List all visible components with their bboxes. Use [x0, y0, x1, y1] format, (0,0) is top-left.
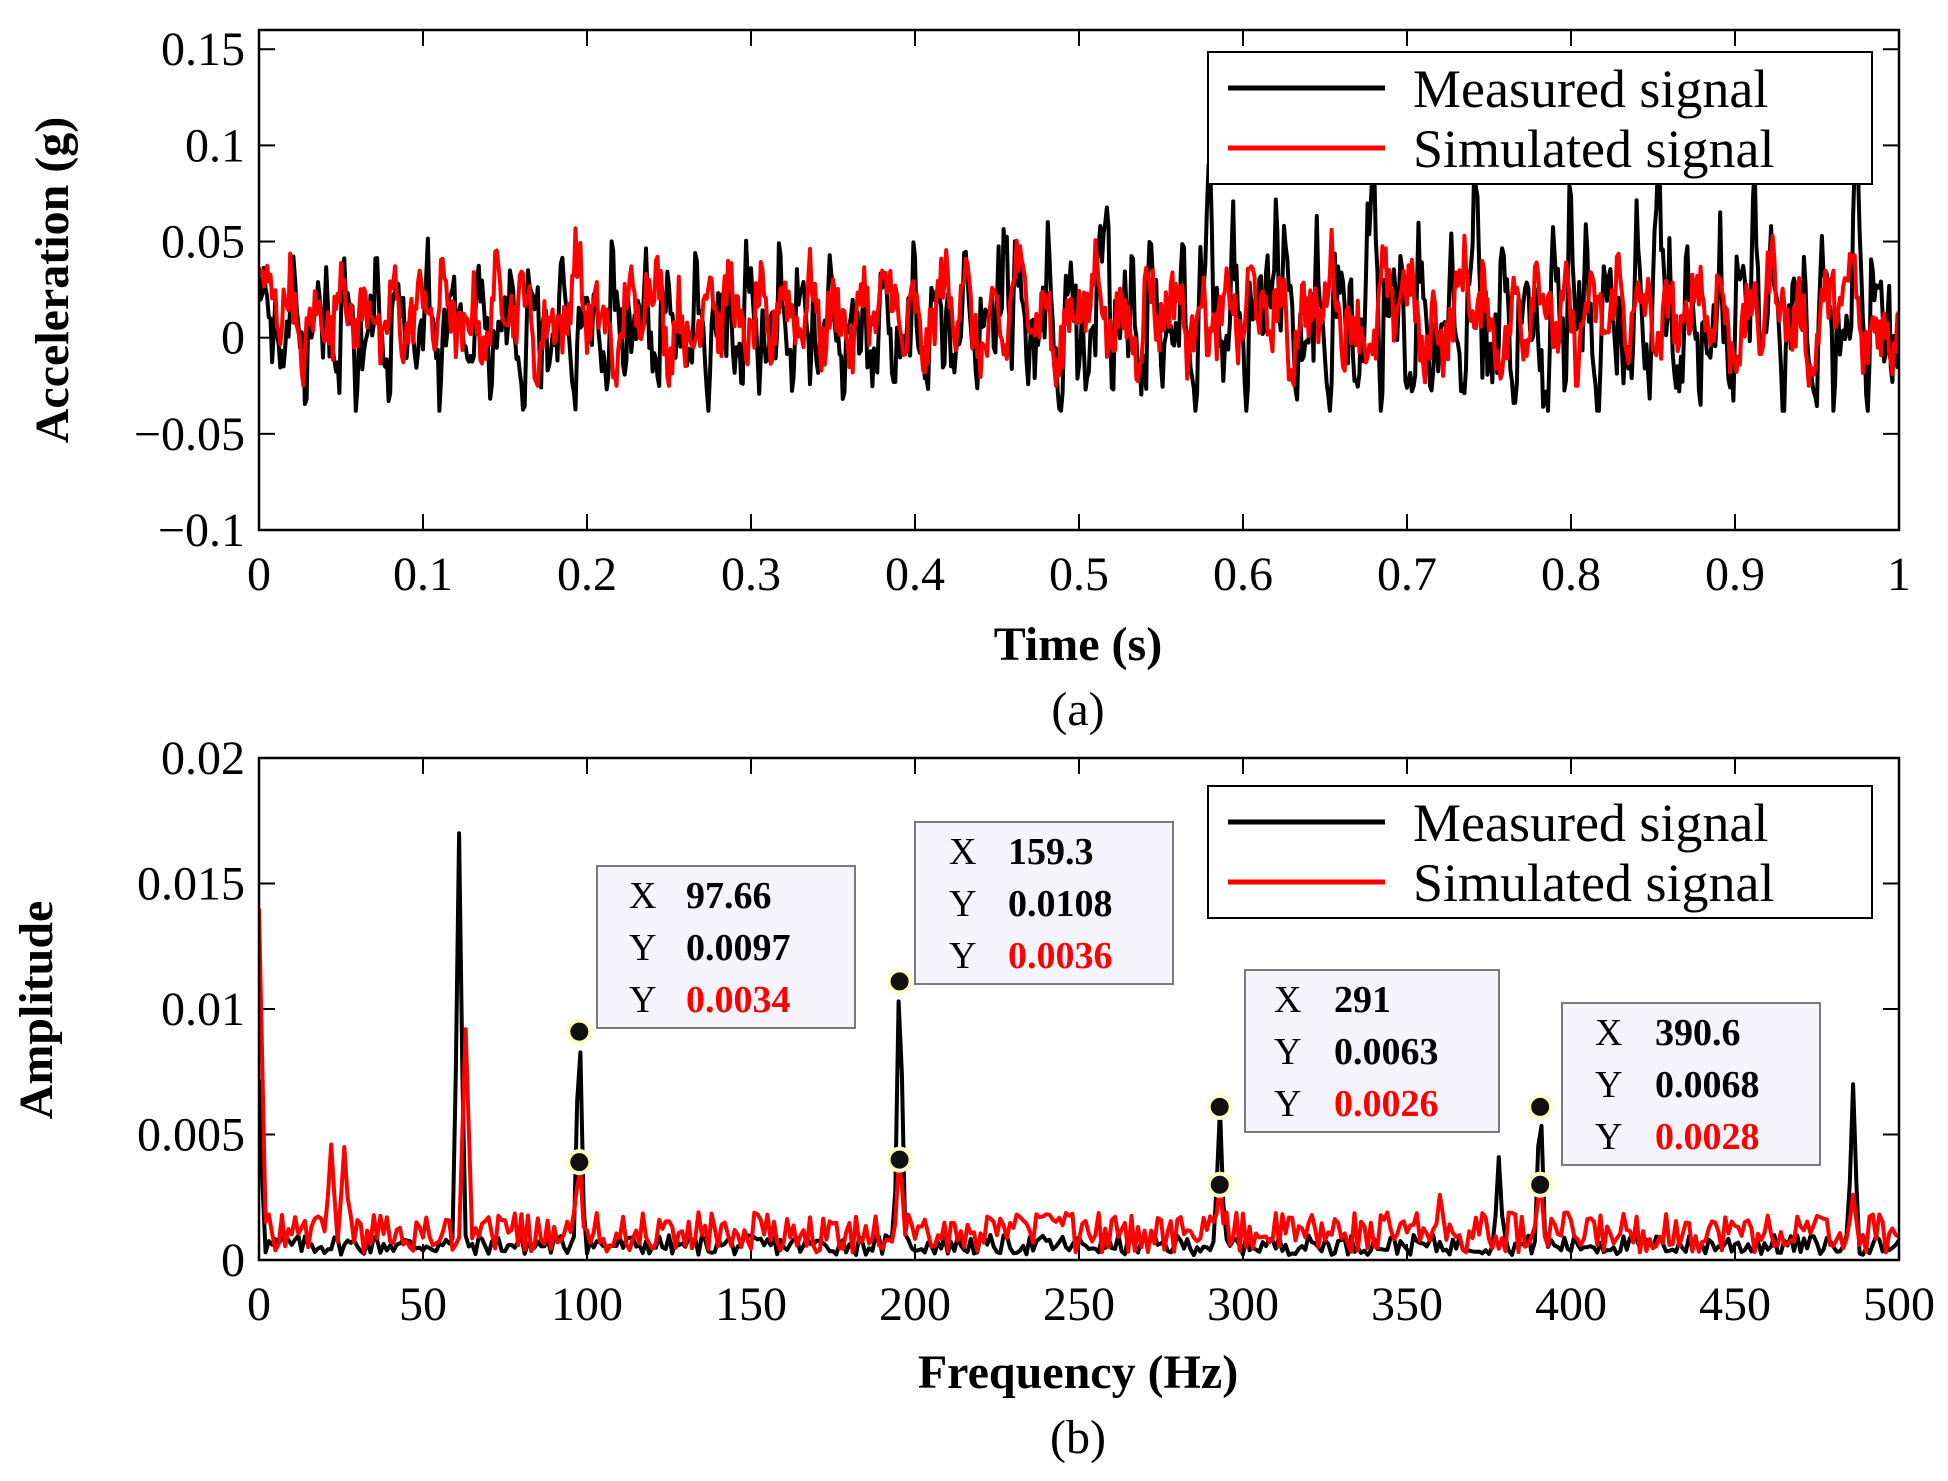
datatip-box [914, 821, 1174, 985]
datatip-box [596, 865, 856, 1029]
datatip-x-key: X [1595, 1012, 1622, 1054]
time-legend: Measured signal Simulated signal [1207, 51, 1873, 185]
datatip-marker[interactable] [566, 1018, 593, 1045]
legend-simulated-label: Simulated signal [1413, 853, 1774, 913]
datatip-y1-value: 0.0108 [1008, 883, 1113, 925]
panel-b-caption: (b) [1050, 1411, 1106, 1464]
frequency-domain-panel: 0 0.005 0.01 0.015 0.02 0 50 100 150 200 250 300 35… [10, 732, 1935, 1464]
frequency-xtick-label: 400 [1535, 1278, 1607, 1331]
datatip-3: X 291 Y 0.0063 Y 0.0026 [1244, 969, 1500, 1133]
datatip-y2-key: Y [949, 935, 976, 977]
frequency-xtick-label: 100 [551, 1278, 623, 1331]
time-xlabel: Time (s) [994, 618, 1162, 671]
datatip-marker[interactable] [886, 968, 913, 995]
frequency-xtick-label: 150 [715, 1278, 787, 1331]
datatip-y1-key: Y [629, 927, 656, 969]
frequency-xtick-label: 250 [1043, 1278, 1115, 1331]
datatip-y2-value: 0.0026 [1334, 1083, 1439, 1125]
datatip-y1-key: Y [1274, 1031, 1301, 1073]
datatip-x-value: 97.66 [686, 875, 772, 917]
frequency-xtick-label: 50 [399, 1278, 447, 1331]
datatip-marker[interactable] [1206, 1171, 1233, 1198]
time-xtick-label: 0.7 [1377, 548, 1437, 601]
frequency-plot-frame [257, 756, 1901, 1262]
datatip-marker[interactable] [566, 1149, 593, 1176]
frequency-ytick-label: 0 [221, 1234, 245, 1287]
datatip-y2-key: Y [629, 979, 656, 1021]
frequency-xtick-label: 200 [879, 1278, 951, 1331]
datatip-y1-value: 0.0097 [686, 927, 791, 969]
datatip-x-value: 159.3 [1008, 831, 1094, 873]
datatip-y2-key: Y [1595, 1116, 1622, 1158]
datatip-box [1244, 969, 1500, 1133]
frequency-ytick-label: 0.01 [161, 983, 245, 1036]
datatip-2: X 159.3 Y 0.0108 Y 0.0036 [914, 821, 1174, 985]
time-xtick-label: 0.9 [1705, 548, 1765, 601]
simulated-time-series [259, 226, 1899, 388]
legend-measured-label: Measured signal [1413, 793, 1768, 853]
datatip-y2-value: 0.0036 [1008, 935, 1113, 977]
time-xtick-label: 0.2 [557, 548, 617, 601]
time-xtick-label: 0.5 [1049, 548, 1109, 601]
time-ytick-label: 0 [221, 312, 245, 365]
time-ytick-label: −0.05 [134, 408, 245, 461]
datatip-4: X 390.6 Y 0.0068 Y 0.0028 [1561, 1002, 1821, 1166]
datatip-x-value: 291 [1334, 979, 1391, 1021]
time-xtick-label: 1 [1887, 548, 1911, 601]
datatip-y2-key: Y [1274, 1083, 1301, 1125]
datatip-y2-value: 0.0028 [1655, 1116, 1760, 1158]
time-ytick-label: 0.1 [185, 119, 245, 172]
legend-simulated-label: Simulated signal [1413, 119, 1774, 179]
frequency-xtick-label: 450 [1699, 1278, 1771, 1331]
frequency-xlabel: Frequency (Hz) [918, 1346, 1238, 1399]
frequency-legend-box [1207, 785, 1873, 919]
datatip-y1-value: 0.0068 [1655, 1064, 1760, 1106]
frequency-ytick-label: 0.02 [161, 732, 245, 785]
time-ylabel: Acceleration (g) [26, 117, 79, 444]
time-xtick-label: 0.1 [393, 548, 453, 601]
datatip-y1-key: Y [949, 883, 976, 925]
frequency-ytick-label: 0.005 [137, 1109, 245, 1162]
datatip-x-key: X [629, 875, 656, 917]
frequency-xtick-label: 350 [1371, 1278, 1443, 1331]
frequency-xtick-label: 0 [247, 1278, 271, 1331]
time-xtick-label: 0.4 [885, 548, 945, 601]
frequency-ylabel: Amplitude [10, 901, 63, 1120]
time-xtick-label: 0.6 [1213, 548, 1273, 601]
datatip-x-key: X [949, 831, 976, 873]
simulated-spectrum [259, 908, 1899, 1255]
datatip-marker[interactable] [886, 1146, 913, 1173]
datatip-marker[interactable] [1527, 1171, 1554, 1198]
datatip-marker[interactable] [1527, 1093, 1554, 1120]
frequency-legend: Measured signal Simulated signal [1207, 785, 1873, 919]
panel-a-caption: (a) [1051, 683, 1104, 736]
legend-measured-label: Measured signal [1413, 59, 1768, 119]
frequency-xtick-label: 300 [1207, 1278, 1279, 1331]
datatip-1: X 97.66 Y 0.0097 Y 0.0034 [596, 865, 856, 1029]
datatip-y2-value: 0.0034 [686, 979, 791, 1021]
time-ytick-label: 0.05 [161, 216, 245, 269]
measured-time-series [259, 162, 1899, 413]
frequency-xtick-label: 500 [1863, 1278, 1935, 1331]
datatip-box [1561, 1002, 1821, 1166]
time-xtick-label: 0.3 [721, 548, 781, 601]
time-xtick-label: 0 [247, 548, 271, 601]
time-xtick-label: 0.8 [1541, 548, 1601, 601]
frequency-ytick-label: 0.015 [137, 858, 245, 911]
time-plot-frame [257, 28, 1901, 532]
time-legend-box [1207, 51, 1873, 185]
datatip-y1-value: 0.0063 [1334, 1031, 1439, 1073]
time-ytick-label: −0.1 [158, 504, 245, 557]
time-domain-panel: −0.1 −0.05 0 0.05 0.1 0.15 0 0.1 0.2 0.3 0.4 0.5 0.… [26, 23, 1911, 736]
time-ytick-label: 0.15 [161, 23, 245, 76]
datatip-x-key: X [1274, 979, 1301, 1021]
datatip-y1-key: Y [1595, 1064, 1622, 1106]
datatip-x-value: 390.6 [1655, 1012, 1741, 1054]
datatip-marker[interactable] [1206, 1093, 1233, 1120]
